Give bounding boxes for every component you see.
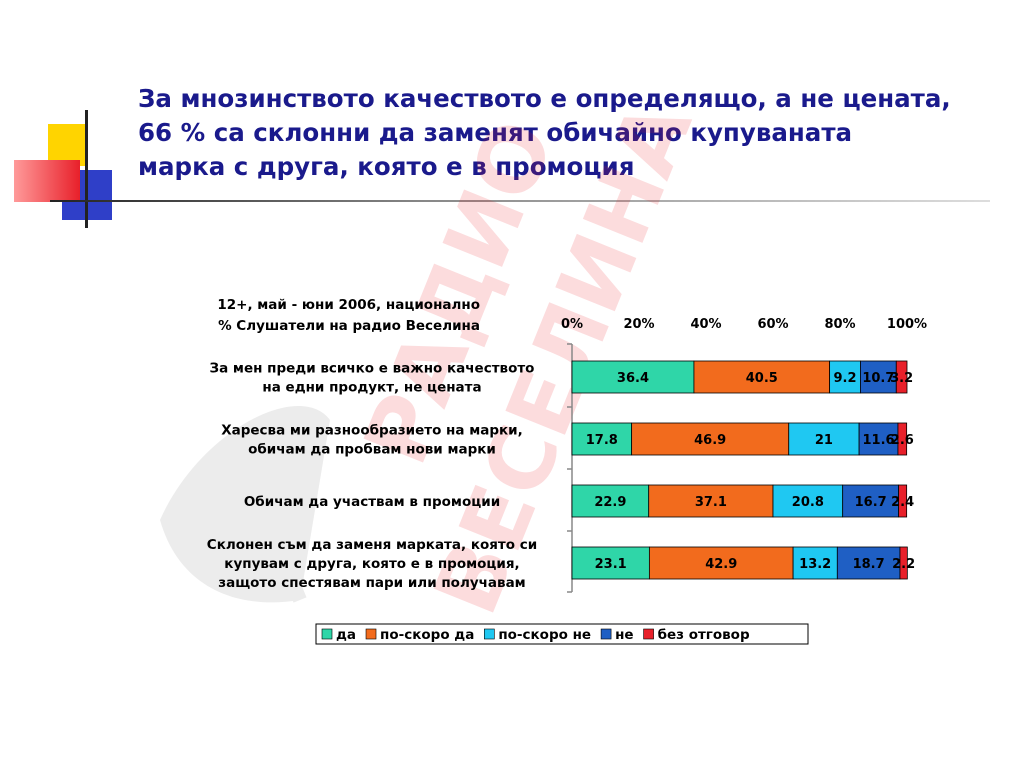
data-label: 17.8 [586, 433, 618, 448]
title-line: 66 % са склонни да заменят обичайно купу… [138, 118, 853, 147]
corner-vertical-line [85, 110, 88, 228]
bars: 36.4 40.5 9.2 10.73.2 17.8 46.9 21 11.62.6 22.9 3… [571, 360, 915, 580]
bar-segment [772, 484, 844, 518]
data-label: 23.1 [595, 557, 627, 572]
corner-horizontal-line [50, 200, 990, 202]
category-label: За мен преди всичко е важно качеството [210, 361, 535, 377]
data-label: 9.2 [834, 371, 857, 386]
x-tick-label: 100% [887, 317, 927, 332]
bar-segment [792, 546, 838, 580]
category-label: купувам с друга, която е в промоция, [224, 556, 519, 572]
chart-title-line: % Слушатели на радио Веселина [218, 318, 480, 334]
bar-segment [898, 484, 908, 518]
data-label: 18.7 [853, 557, 885, 572]
title-line: За мнозинството качеството е определящо,… [138, 84, 951, 113]
x-tick-label: 0% [561, 317, 583, 332]
data-label: 2.6 [891, 433, 914, 448]
category-labels: За мен преди всичко е важно качеството на… [207, 361, 537, 592]
bar-segment [829, 360, 861, 394]
data-label: 36.4 [617, 371, 649, 386]
data-label: 2.4 [891, 495, 914, 510]
bar-segment [571, 484, 650, 518]
x-tick-label: 60% [757, 317, 788, 332]
bar-segment [648, 484, 774, 518]
data-label: 3.2 [890, 371, 913, 386]
data-label: 21 [815, 433, 833, 448]
data-label: 10.7 [862, 371, 894, 386]
category-label: Обичам да участвам в промоции [244, 494, 500, 510]
data-label: 42.9 [705, 557, 737, 572]
data-label: 11.6 [862, 433, 894, 448]
bar-segment [895, 360, 908, 394]
bar-segment [648, 546, 794, 580]
x-tick-label: 20% [623, 317, 654, 332]
legend-swatch [365, 628, 377, 640]
legend-swatch [484, 628, 495, 640]
legend-label: по-скоро не [498, 627, 591, 643]
data-label: 40.5 [746, 371, 778, 386]
data-label: 22.9 [594, 495, 626, 510]
chart-title-line: 12+, май - юни 2006, национално [217, 297, 480, 313]
data-label: 16.7 [855, 495, 887, 510]
data-label: 2.2 [892, 557, 915, 572]
legend-label: без отговор [658, 627, 750, 643]
data-label: 13.2 [799, 557, 831, 572]
bar-segment [571, 422, 633, 456]
bar-segment [860, 360, 897, 394]
bar-segment [897, 422, 908, 456]
bar-segment [899, 546, 908, 580]
data-label: 46.9 [694, 433, 726, 448]
legend-label: по-скоро да [380, 627, 474, 643]
legend-label: не [615, 627, 633, 643]
category-label: на едни продукт, не цената [262, 380, 481, 396]
bar-segment [631, 422, 790, 456]
data-label: 37.1 [695, 495, 727, 510]
legend-swatch [600, 628, 612, 640]
bar-segment [788, 422, 860, 456]
slide-title: За мнозинството качеството е определящо,… [138, 82, 1008, 184]
bar-segment [571, 360, 695, 394]
corner-yellow-square [48, 124, 86, 166]
category-label: защото спестявам пари или получавам [218, 575, 525, 591]
bar-segment [842, 484, 900, 518]
legend-swatch [643, 628, 654, 640]
legend-box [315, 623, 809, 645]
category-label: Харесва ми разнообразието на марки, [221, 423, 523, 439]
bar-segment [571, 546, 650, 580]
data-label: 20.8 [792, 495, 824, 510]
title-line: марка с друга, която е в промоция [138, 152, 635, 181]
legend-swatch [321, 628, 333, 640]
category-label: обичам да пробвам нови марки [248, 442, 496, 458]
legend: да по-скоро да по-скоро не не без отговор [315, 623, 809, 645]
x-tick-label: 80% [824, 317, 855, 332]
x-tick-label: 40% [690, 317, 721, 332]
legend-label: да [336, 627, 356, 643]
x-axis-ticks: 0% 20% 40% 60% 80% 100% [561, 317, 927, 332]
category-label: Склонен съм да заменя марката, която си [207, 537, 537, 553]
corner-red-square [14, 160, 80, 202]
